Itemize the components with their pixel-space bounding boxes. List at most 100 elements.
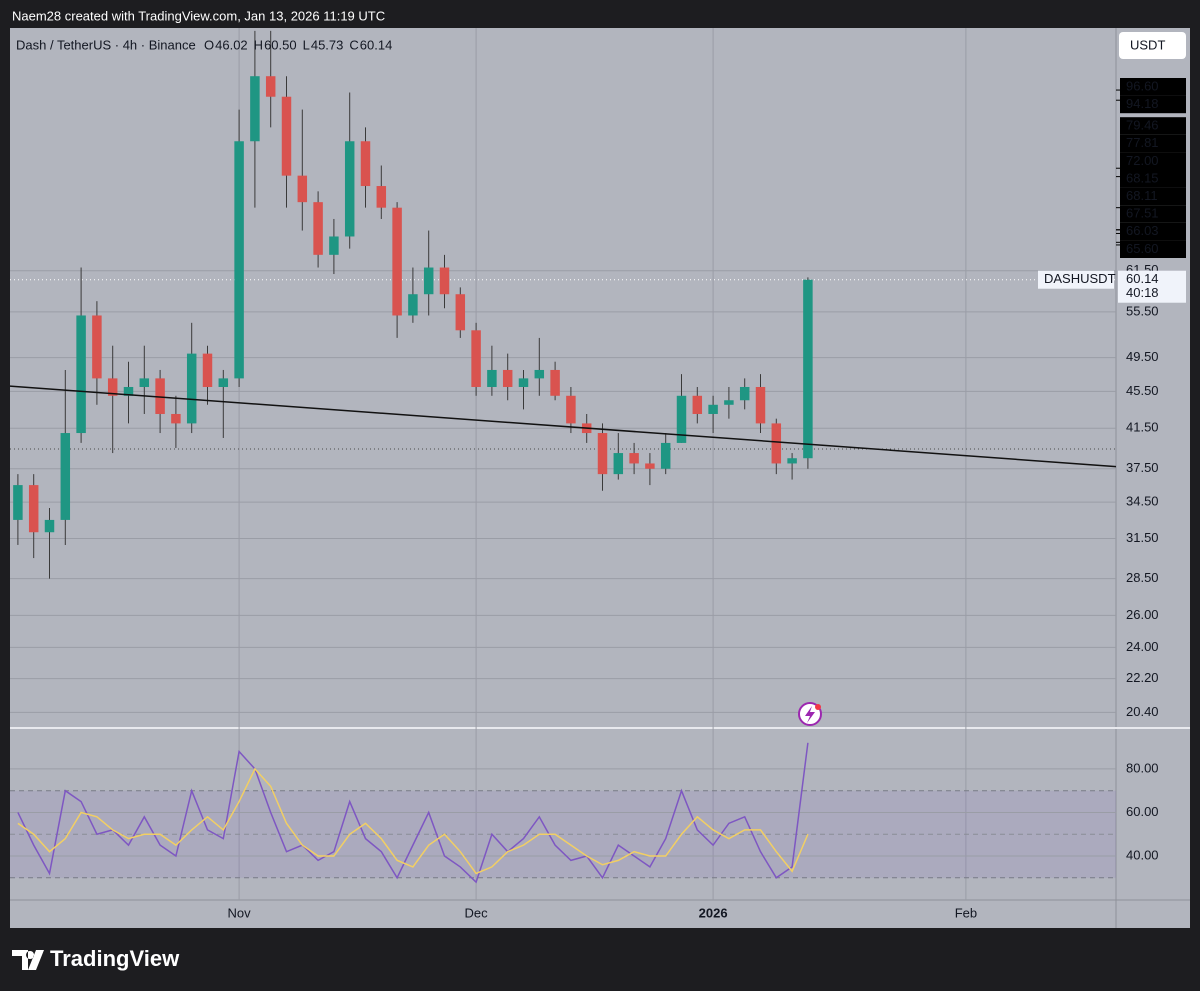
scale-label-bg bbox=[1120, 222, 1186, 241]
candle-body bbox=[787, 458, 797, 464]
scale-label-bg bbox=[1120, 170, 1186, 188]
currency: USDT bbox=[1130, 37, 1165, 52]
scale-label: 72.00 bbox=[1126, 153, 1159, 168]
candle-body bbox=[645, 463, 655, 469]
brand: TradingView bbox=[50, 946, 180, 971]
scale-label-bg bbox=[1120, 240, 1186, 258]
trendline bbox=[9, 385, 1117, 468]
candle-body bbox=[487, 369, 497, 387]
legend-value: 46.02 bbox=[215, 37, 248, 52]
x-tick-label: Feb bbox=[955, 905, 977, 920]
candle-body bbox=[708, 404, 718, 414]
candle-body bbox=[92, 315, 102, 379]
scale-label: 94.18 bbox=[1126, 96, 1159, 111]
candle-body bbox=[329, 236, 339, 255]
scale-label: 96.60 bbox=[1126, 78, 1159, 93]
candle-body bbox=[155, 378, 165, 414]
y-tick-label: 20.40 bbox=[1126, 704, 1159, 719]
candle-body bbox=[360, 141, 371, 187]
candle-body bbox=[44, 519, 55, 533]
scale-label: 67.51 bbox=[1126, 206, 1159, 221]
candle-body bbox=[234, 141, 244, 379]
scale-label-bg bbox=[1120, 78, 1186, 96]
chart-area bbox=[10, 28, 1190, 928]
candle-body bbox=[629, 453, 639, 464]
countdown: 40:18 bbox=[1126, 285, 1159, 300]
candle-body bbox=[692, 395, 703, 414]
alert-icon bbox=[798, 702, 822, 726]
candle-body bbox=[550, 369, 560, 396]
currency-button[interactable] bbox=[1119, 32, 1186, 59]
candle-body bbox=[771, 423, 782, 464]
legend-value: 60.14 bbox=[360, 37, 393, 52]
candle-body bbox=[76, 315, 86, 434]
candle-body bbox=[313, 202, 323, 255]
candle-body bbox=[566, 395, 576, 424]
y-tick-label: 55.50 bbox=[1126, 303, 1159, 318]
scale-label-bg bbox=[1120, 187, 1186, 206]
y-tick-label: 26.00 bbox=[1126, 607, 1159, 622]
legend-title: Dash / TetherUS · 4h · Binance bbox=[16, 37, 196, 52]
header: Naem28 created with TradingView.com, Jan… bbox=[12, 8, 385, 23]
candle-body bbox=[755, 386, 766, 424]
legend-value: 45.73 bbox=[311, 37, 344, 52]
y-tick-label: 22.20 bbox=[1126, 670, 1159, 685]
candle-body bbox=[202, 353, 213, 387]
last-price: 60.14 bbox=[1126, 271, 1159, 286]
x-tick-label: Dec bbox=[465, 905, 489, 920]
candle-body bbox=[455, 294, 466, 331]
candle-body bbox=[218, 378, 229, 387]
scale-label-bg bbox=[1120, 117, 1186, 135]
candle-body bbox=[13, 485, 23, 520]
x-tick-label: Nov bbox=[228, 905, 252, 920]
rsi-line bbox=[17, 742, 809, 884]
candle-body bbox=[597, 433, 608, 475]
candle-body bbox=[518, 378, 529, 387]
candle-body bbox=[660, 442, 671, 469]
candle-body bbox=[250, 76, 260, 142]
scale-label-bg bbox=[1120, 134, 1186, 153]
candle-body bbox=[281, 96, 292, 176]
scale-label: 66.03 bbox=[1126, 223, 1159, 238]
legend-prefix: H bbox=[254, 37, 263, 52]
rsi-tick-label: 60.00 bbox=[1126, 804, 1159, 819]
candle-body bbox=[803, 279, 813, 459]
y-tick-label: 45.50 bbox=[1126, 383, 1159, 398]
last-price-bg bbox=[1118, 270, 1186, 303]
scale-label: 77.81 bbox=[1126, 135, 1159, 150]
candle-body bbox=[724, 400, 734, 405]
candle-body bbox=[171, 413, 181, 424]
candle-body bbox=[297, 175, 308, 203]
candle-body bbox=[439, 267, 450, 295]
y-tick-label: 24.00 bbox=[1126, 639, 1159, 654]
candle-body bbox=[471, 330, 481, 387]
y-tick-label: 41.50 bbox=[1126, 420, 1159, 435]
candle-body bbox=[676, 395, 687, 443]
candle-body bbox=[502, 369, 513, 387]
symbol-label: DASHUSDT bbox=[1044, 271, 1116, 286]
candle-body bbox=[534, 369, 545, 379]
x-tick-label: 2026 bbox=[699, 905, 728, 920]
rsi-tick-label: 80.00 bbox=[1126, 760, 1159, 775]
scale-label: 65.60 bbox=[1126, 241, 1159, 256]
scale-label-bg bbox=[1120, 152, 1186, 170]
candle-body bbox=[123, 386, 134, 396]
candle-body bbox=[28, 485, 39, 533]
plot bbox=[9, 28, 1117, 900]
scale-label: 79.46 bbox=[1126, 118, 1159, 133]
candle-body bbox=[739, 386, 750, 401]
legend-prefix: L bbox=[303, 37, 310, 52]
candle-body bbox=[408, 294, 418, 316]
candle-body bbox=[60, 433, 71, 520]
candle-body bbox=[139, 378, 150, 387]
y-tick-label: 34.50 bbox=[1126, 494, 1159, 509]
rsi-line bbox=[17, 767, 809, 875]
candle-body bbox=[186, 353, 197, 424]
candle-body bbox=[613, 453, 624, 475]
y-tick-label: 31.50 bbox=[1126, 530, 1159, 545]
candle-body bbox=[344, 141, 355, 237]
legend-prefix: C bbox=[349, 37, 358, 52]
scale-label-bg bbox=[1120, 205, 1186, 223]
legend-value: 60.50 bbox=[264, 37, 297, 52]
